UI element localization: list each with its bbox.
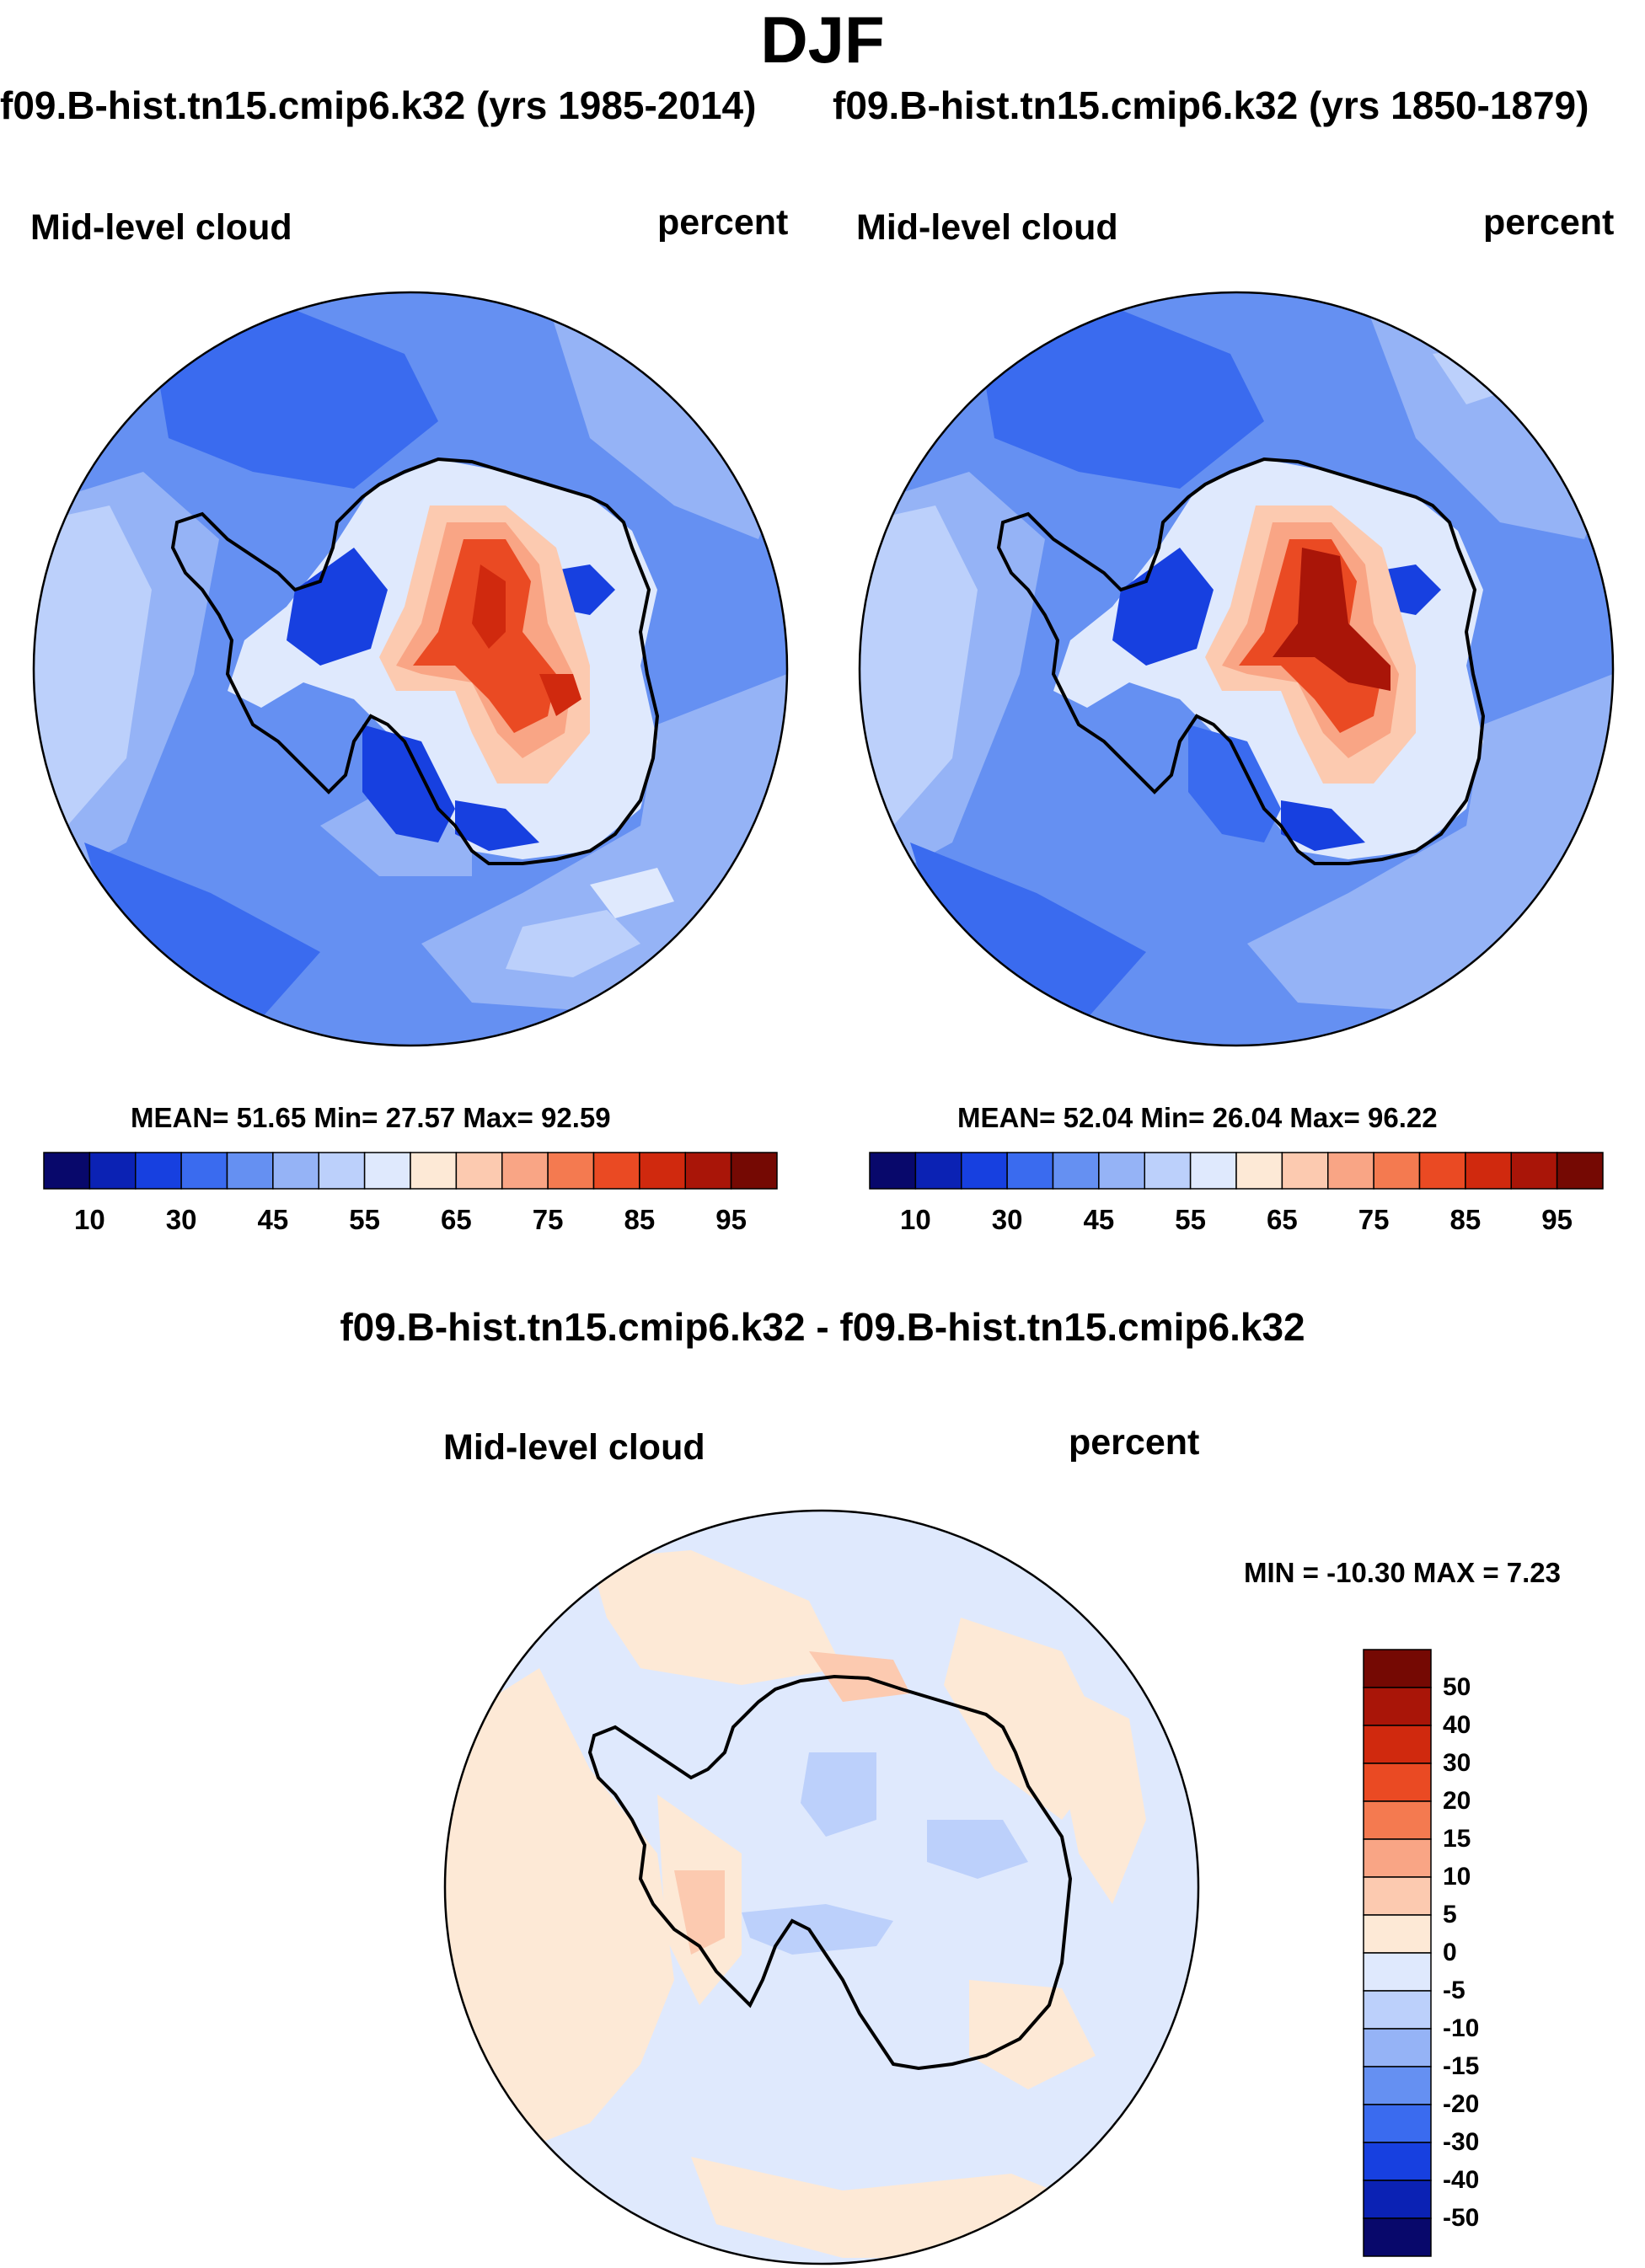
colorbar-left	[43, 1152, 778, 1190]
stats-right: MEAN= 52.04 Min= 26.04 Max= 96.22	[957, 1102, 1438, 1133]
map-right	[858, 291, 1615, 1047]
colorbar-difference-tick-label: 5	[1443, 1901, 1457, 1928]
colorbar-left-swatch	[501, 1152, 549, 1190]
colorbar-difference-swatch	[1363, 2066, 1432, 2105]
units-label-diff: percent	[1069, 1422, 1200, 1463]
colorbar-left-swatch	[226, 1152, 274, 1190]
colorbar-right-swatch	[914, 1152, 962, 1190]
colorbar-left-swatch	[272, 1152, 319, 1190]
colorbar-right-tick-label: 55	[1175, 1204, 1206, 1235]
colorbar-difference-swatch	[1363, 2142, 1432, 2181]
colorbar-difference-swatch	[1363, 1725, 1432, 1764]
units-label-left: percent	[657, 202, 789, 243]
colorbar-difference-tick-label: 0	[1443, 1939, 1457, 1966]
colorbar-right-tick-label: 65	[1267, 1204, 1298, 1235]
variable-label-diff: Mid-level cloud	[443, 1427, 705, 1468]
colorbar-left-swatch	[730, 1152, 778, 1190]
colorbar-difference-tick-label: -40	[1443, 2166, 1480, 2194]
colorbar-difference-swatch	[1363, 1952, 1432, 1992]
colorbar-left-swatch	[639, 1152, 686, 1190]
colorbar-left-tick-label: 30	[165, 1204, 197, 1235]
colorbar-left-swatch	[363, 1152, 411, 1190]
case-title-left: f09.B-hist.tn15.cmip6.k32 (yrs 1985-2014…	[0, 83, 757, 127]
stats-diff: MIN = -10.30 MAX = 7.23	[1244, 1557, 1562, 1588]
colorbar-left-swatch	[43, 1152, 91, 1190]
colorbar-right-tick-label: 10	[900, 1204, 931, 1235]
colorbar-left-swatch	[318, 1152, 366, 1190]
colorbar-left-tick-label: 65	[441, 1204, 472, 1235]
colorbar-right-swatch	[1006, 1152, 1054, 1190]
colorbar-right-swatch	[1556, 1152, 1604, 1190]
colorbar-difference-swatch	[1363, 2104, 1432, 2143]
colorbar-left-tick-label: 45	[257, 1204, 289, 1235]
colorbar-right-tick-label: 30	[991, 1204, 1023, 1235]
colorbar-difference-tick-label: -20	[1443, 2090, 1480, 2118]
colorbar-difference-swatch	[1363, 1838, 1432, 1878]
colorbar-difference-swatch	[1363, 2217, 1432, 2257]
colorbar-difference-swatch	[1363, 1876, 1432, 1916]
colorbar-difference-tick-label: 15	[1443, 1825, 1471, 1853]
colorbar-difference	[1363, 1649, 1432, 2257]
colorbar-right-tick-label: 75	[1358, 1204, 1390, 1235]
colorbar-difference-tick-label: 20	[1443, 1787, 1471, 1815]
colorbar-difference-tick-label: -10	[1443, 2014, 1480, 2042]
colorbar-right-swatch	[1373, 1152, 1421, 1190]
map-left	[32, 291, 789, 1047]
colorbar-right-swatch	[961, 1152, 1008, 1190]
map-difference	[443, 1509, 1200, 2265]
colorbar-right-swatch	[1281, 1152, 1329, 1190]
colorbar-difference-tick-label: -30	[1443, 2128, 1480, 2156]
colorbar-difference-tick-label: -50	[1443, 2204, 1480, 2232]
colorbar-difference-swatch	[1363, 1990, 1432, 2030]
colorbar-difference-swatch	[1363, 1800, 1432, 1840]
colorbar-right-tick-label: 85	[1449, 1204, 1482, 1235]
colorbar-right-swatch	[1189, 1152, 1237, 1190]
colorbar-difference-swatch	[1363, 1763, 1432, 1802]
colorbar-right-tick-label: 95	[1541, 1204, 1573, 1235]
colorbar-left-tick-label: 95	[715, 1204, 747, 1235]
figure-title: DJF	[760, 3, 885, 77]
colorbar-right-swatch	[1098, 1152, 1145, 1190]
colorbar-right-swatch	[1418, 1152, 1466, 1190]
colorbar-left-swatch	[180, 1152, 228, 1190]
colorbar-difference-tick-label: 40	[1443, 1711, 1471, 1739]
colorbar-left-tick-label: 75	[532, 1204, 564, 1235]
colorbar-left-swatch	[455, 1152, 503, 1190]
colorbar-right-swatch	[1052, 1152, 1100, 1190]
colorbar-difference-swatch	[1363, 2180, 1432, 2219]
variable-label-left: Mid-level cloud	[30, 207, 292, 248]
colorbar-difference-swatch	[1363, 1687, 1432, 1726]
colorbar-left-swatch	[684, 1152, 732, 1190]
colorbar-difference-tick-label: 50	[1443, 1673, 1471, 1701]
colorbar-right-swatch	[1510, 1152, 1558, 1190]
colorbar-left-swatch	[410, 1152, 458, 1190]
colorbar-difference-tick-label: 10	[1443, 1863, 1471, 1891]
case-title-right: f09.B-hist.tn15.cmip6.k32 (yrs 1850-1879…	[833, 83, 1589, 127]
colorbar-left-tick-label: 55	[349, 1204, 380, 1235]
colorbar-difference-tick-label: -5	[1443, 1976, 1465, 2004]
colorbar-difference-tick-label: 30	[1443, 1749, 1471, 1777]
stats-left: MEAN= 51.65 Min= 27.57 Max= 92.59	[131, 1102, 611, 1133]
colorbar-left-tick-label: 10	[74, 1204, 105, 1235]
difference-title: f09.B-hist.tn15.cmip6.k32 - f09.B-hist.t…	[340, 1305, 1305, 1349]
colorbar-left-swatch	[88, 1152, 137, 1190]
colorbar-right-swatch	[1144, 1152, 1192, 1190]
colorbar-right-swatch	[1465, 1152, 1512, 1190]
colorbar-right-swatch	[1327, 1152, 1374, 1190]
colorbar-difference-swatch	[1363, 1649, 1432, 1688]
variable-label-right: Mid-level cloud	[856, 207, 1118, 248]
colorbar-difference-swatch	[1363, 1914, 1432, 1954]
colorbar-left-swatch	[135, 1152, 182, 1190]
colorbar-left-swatch	[547, 1152, 595, 1190]
colorbar-difference-tick-label: -15	[1443, 2052, 1480, 2080]
colorbar-right-swatch	[1235, 1152, 1283, 1190]
units-label-right: percent	[1483, 202, 1615, 243]
colorbar-right-swatch	[869, 1152, 917, 1190]
colorbar-difference-swatch	[1363, 2028, 1432, 2067]
colorbar-left-tick-label: 85	[624, 1204, 656, 1235]
colorbar-right-tick-label: 45	[1083, 1204, 1115, 1235]
colorbar-left-swatch	[592, 1152, 640, 1190]
colorbar-right	[869, 1152, 1604, 1190]
